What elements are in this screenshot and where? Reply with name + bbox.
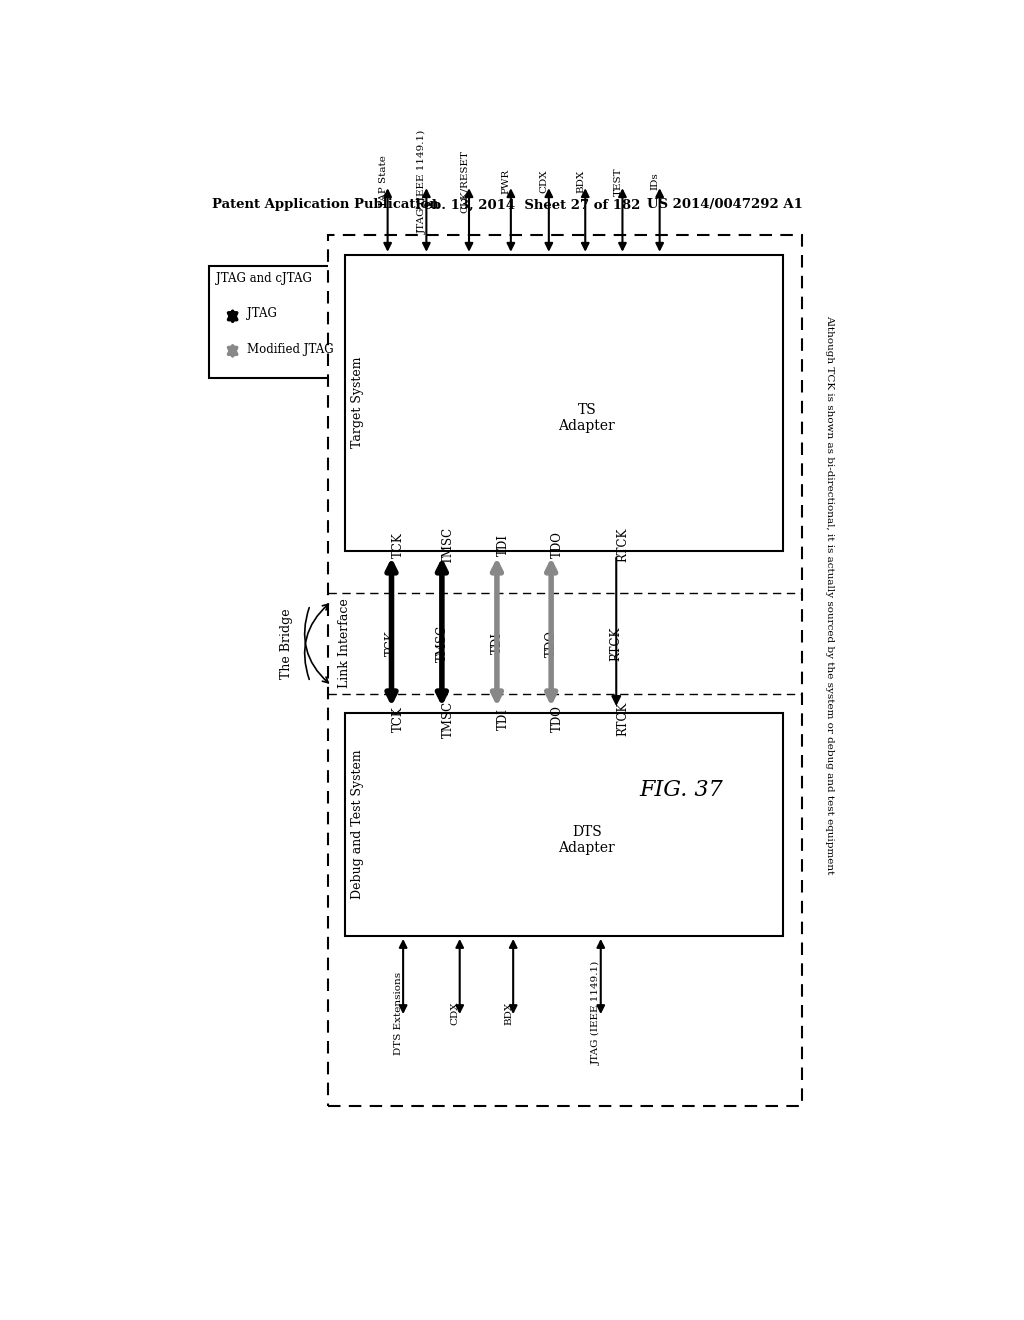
Text: TAP State: TAP State: [379, 156, 388, 207]
Text: JTAG (IEEE 1149.1): JTAG (IEEE 1149.1): [417, 129, 426, 234]
Text: Modified JTAG: Modified JTAG: [247, 343, 333, 356]
Text: TCK: TCK: [391, 706, 404, 731]
Text: TMSC: TMSC: [435, 624, 449, 663]
Text: JTAG: JTAG: [247, 308, 276, 321]
Text: TCK: TCK: [385, 631, 398, 656]
Text: RTCK: RTCK: [616, 528, 630, 562]
Text: JTAG and cJTAG: JTAG and cJTAG: [216, 272, 311, 285]
Text: CDX: CDX: [540, 170, 549, 193]
Text: DTS Extensions: DTS Extensions: [394, 972, 403, 1055]
Text: CLK/RESET: CLK/RESET: [460, 150, 469, 213]
Text: The Bridge: The Bridge: [281, 609, 293, 678]
Text: TDI: TDI: [490, 632, 504, 655]
Text: TDI: TDI: [497, 535, 510, 556]
Text: Although TCK is shown as bi-directional, it is actually sourced by the system or: Although TCK is shown as bi-directional,…: [825, 315, 834, 875]
Text: RTCK: RTCK: [616, 702, 630, 737]
Text: Link Interface: Link Interface: [339, 599, 351, 688]
Text: TEST: TEST: [613, 168, 623, 195]
Text: TS
Adapter: TS Adapter: [558, 403, 615, 433]
Text: Feb. 13, 2014  Sheet 27 of 182: Feb. 13, 2014 Sheet 27 of 182: [415, 198, 640, 211]
Text: TDO: TDO: [551, 532, 564, 558]
Text: Patent Application Publication: Patent Application Publication: [212, 198, 438, 211]
Text: TMSC: TMSC: [442, 701, 455, 738]
Text: DTS
Adapter: DTS Adapter: [558, 825, 615, 855]
Text: TCK: TCK: [391, 532, 404, 558]
Bar: [209, 267, 365, 378]
FancyBboxPatch shape: [328, 235, 802, 1106]
Text: IDs: IDs: [650, 173, 659, 190]
Text: FIG. 37: FIG. 37: [640, 779, 723, 801]
Text: CDX: CDX: [451, 1002, 460, 1024]
Text: BDX: BDX: [504, 1002, 513, 1024]
Text: JTAG (IEEE 1149.1): JTAG (IEEE 1149.1): [592, 961, 601, 1065]
Text: PWR: PWR: [502, 169, 511, 194]
Text: BDX: BDX: [577, 170, 586, 193]
Text: TDI: TDI: [497, 708, 510, 730]
Text: TDO: TDO: [551, 705, 564, 733]
Text: Target System: Target System: [351, 356, 364, 449]
Text: TDO: TDO: [545, 630, 558, 657]
Bar: [345, 713, 783, 936]
Bar: [345, 255, 783, 552]
Text: TMSC: TMSC: [442, 527, 455, 564]
Text: RTCK: RTCK: [609, 626, 623, 661]
Text: US 2014/0047292 A1: US 2014/0047292 A1: [647, 198, 803, 211]
Text: Debug and Test System: Debug and Test System: [351, 750, 364, 899]
